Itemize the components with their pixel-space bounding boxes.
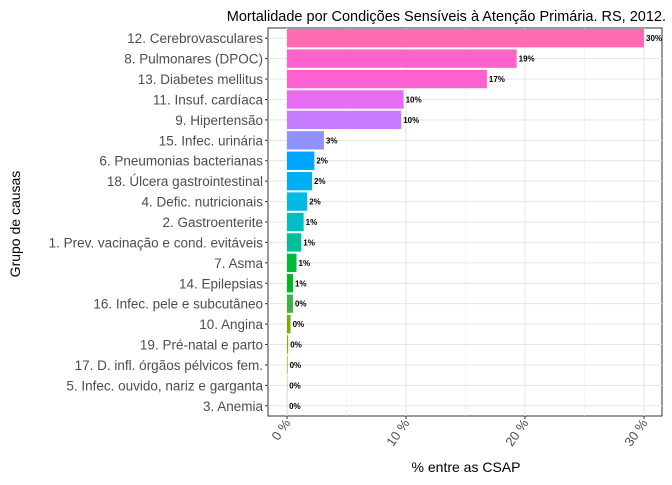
bar xyxy=(287,356,288,374)
bar xyxy=(287,335,288,353)
y-tick-label: 19. Pré-natal e parto xyxy=(140,338,263,353)
bar xyxy=(287,172,312,190)
bar xyxy=(287,49,517,67)
bar xyxy=(287,70,487,88)
y-tick-label: 12. Cerebrovasculares xyxy=(127,31,263,46)
bar xyxy=(287,294,293,312)
bar-data-label: 1% xyxy=(299,259,311,268)
bar xyxy=(287,274,293,292)
y-tick-label: 3. Anemia xyxy=(203,399,264,414)
bar-data-label: 2% xyxy=(314,177,326,186)
y-tick-label: 18. Úlcera gastrointestinal xyxy=(107,174,263,189)
bar-data-label: 0% xyxy=(290,341,302,350)
bar xyxy=(287,29,644,47)
y-tick-label: 2. Gastroenterite xyxy=(162,215,263,230)
bar xyxy=(287,111,401,129)
y-tick-label: 17. D. infl. órgãos pélvicos fem. xyxy=(75,358,263,373)
bar-data-label: 0% xyxy=(289,402,301,411)
chart-title: Mortalidade por Condições Sensíveis à At… xyxy=(227,9,666,25)
bar xyxy=(287,233,301,251)
bar-data-label: 1% xyxy=(295,279,307,288)
y-tick-label: 1. Prev. vacinação e cond. evitáveis xyxy=(49,235,264,250)
bar-data-label: 1% xyxy=(306,218,318,227)
y-tick-label: 8. Pulmonares (DPOC) xyxy=(124,52,263,67)
bar-data-label: 0% xyxy=(293,320,305,329)
y-tick-label: 4. Defic. nutricionais xyxy=(141,195,263,210)
y-axis-label: Grupo de causas xyxy=(7,171,23,278)
bar xyxy=(287,192,307,210)
y-tick-label: 10. Angina xyxy=(199,317,263,332)
y-tick-label: 14. Epilepsias xyxy=(179,276,263,291)
bar-data-label: 3% xyxy=(326,136,338,145)
bar-data-label: 2% xyxy=(309,198,321,207)
y-tick-label: 11. Insuf. cardíaca xyxy=(153,92,264,107)
x-axis-label: % entre as CSAP xyxy=(412,459,521,475)
bar xyxy=(287,131,324,149)
bar-data-label: 1% xyxy=(303,238,315,247)
bar-data-label: 0% xyxy=(295,300,307,309)
y-tick-label: 7. Asma xyxy=(214,256,263,271)
y-tick-label: 13. Diabetes mellitus xyxy=(138,72,264,87)
bar xyxy=(287,90,404,108)
bar-data-label: 19% xyxy=(519,55,535,64)
bar xyxy=(287,152,314,170)
bar-data-label: 17% xyxy=(489,75,505,84)
bar-data-label: 30% xyxy=(646,34,662,43)
bar-data-label: 10% xyxy=(406,95,422,104)
bar-data-label: 2% xyxy=(316,157,328,166)
bar-data-label: 10% xyxy=(403,116,419,125)
bar-data-label: 0% xyxy=(290,361,302,370)
y-tick-label: 9. Hipertensão xyxy=(175,113,263,128)
bar xyxy=(287,315,291,333)
bar-data-label: 0% xyxy=(289,381,301,390)
y-tick-label: 6. Pneumonias bacterianas xyxy=(99,154,263,169)
bar xyxy=(287,254,297,272)
bar xyxy=(287,213,304,231)
y-tick-label: 5. Infec. ouvido, nariz e garganta xyxy=(66,378,263,393)
y-tick-label: 15. Infec. urinária xyxy=(159,133,264,148)
y-tick-label: 16. Infec. pele e subcutâneo xyxy=(93,297,263,312)
